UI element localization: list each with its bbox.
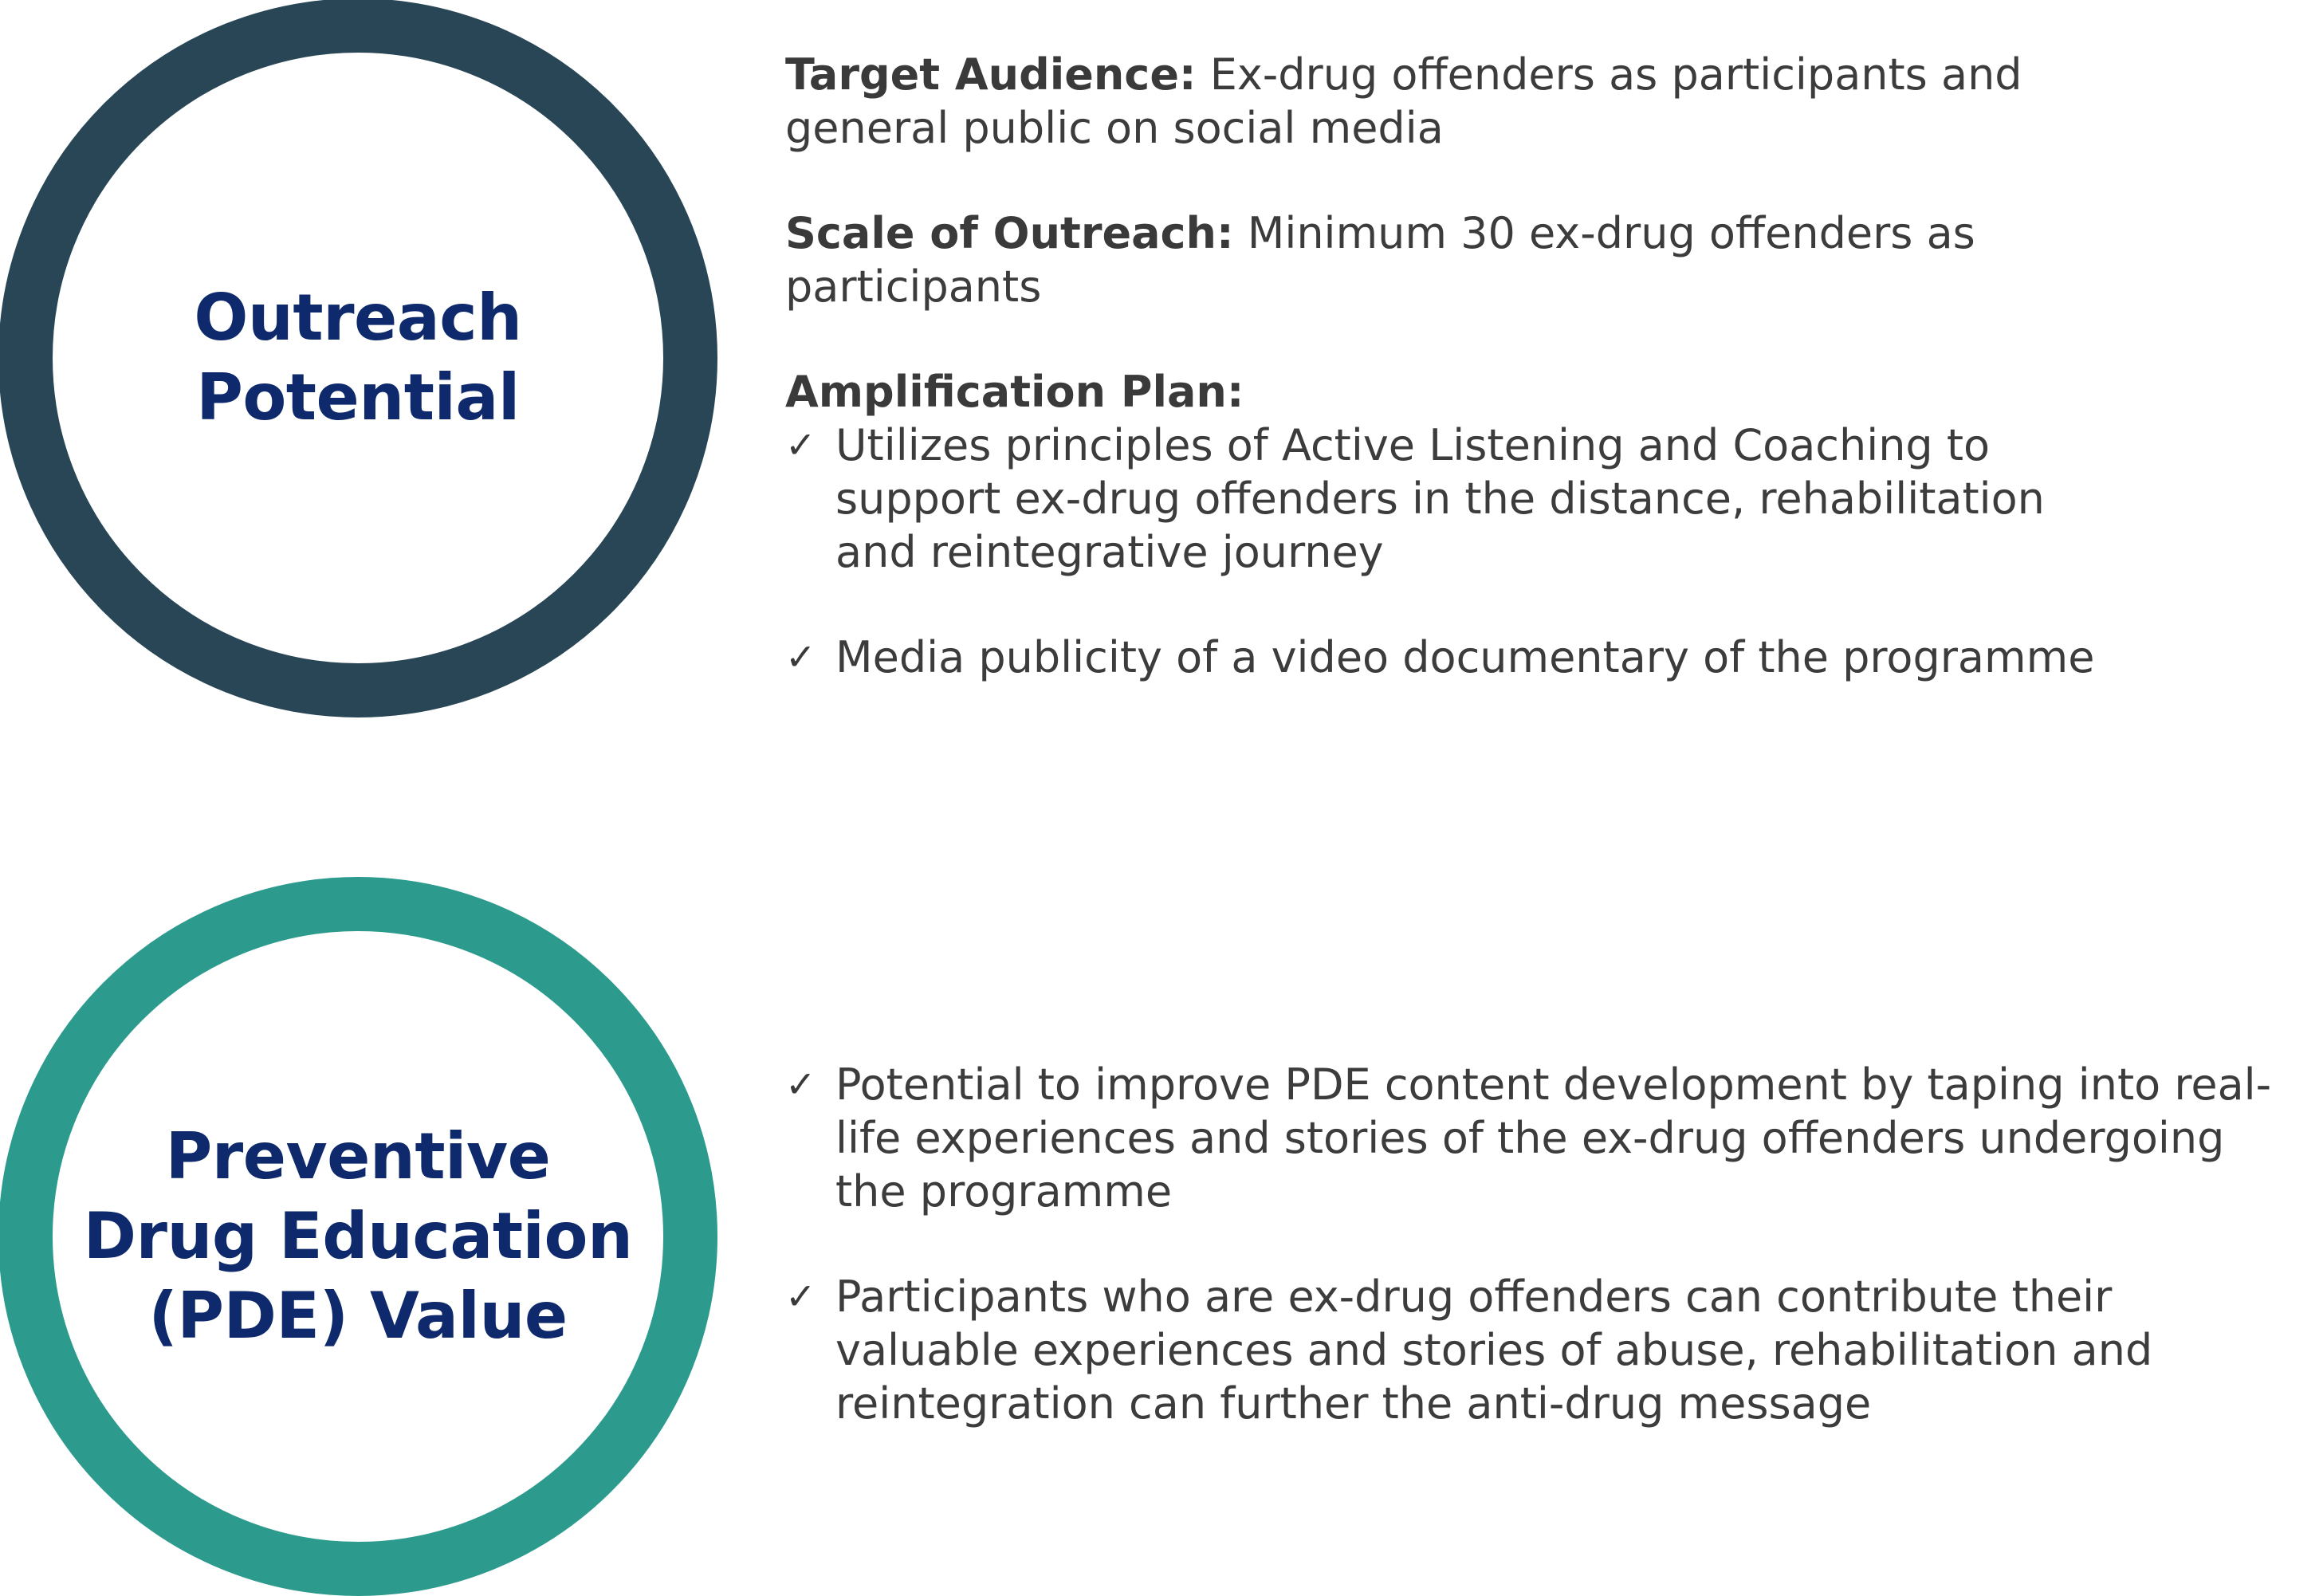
pde-value-circle: Preventive Drug Education (PDE) Value <box>0 877 717 1596</box>
pde-item: ✓ Participants who are ex-drug offenders… <box>785 1272 2153 1429</box>
scale-of-outreach-text-continued: participants <box>785 261 1042 312</box>
target-audience-text: Ex-drug offenders as participants and <box>1196 49 2022 100</box>
check-mark-icon: ✓ <box>785 423 816 466</box>
scale-of-outreach-line: Scale of Outreach: Minimum 30 ex-drug of… <box>785 206 2316 260</box>
check-mark-icon: ✓ <box>785 1275 816 1318</box>
target-audience-line: Target Audience: Ex-drug offenders as pa… <box>785 48 2316 101</box>
outreach-content: Target Audience: Ex-drug offenders as pa… <box>785 48 2316 684</box>
scale-of-outreach-text: Minimum 30 ex-drug offenders as <box>1233 208 1975 258</box>
check-mark-icon: ✓ <box>785 1063 816 1106</box>
target-audience-text-continued: general public on social media <box>785 103 1444 153</box>
outreach-potential-title: Outreach Potential <box>194 281 522 434</box>
amplification-item: ✓ Utilizes principles of Active Listenin… <box>785 420 2045 577</box>
amplification-plan-label: Amplification Plan: <box>785 367 1244 417</box>
amplification-item: ✓ Media publicity of a video documentary… <box>785 632 2095 682</box>
outreach-potential-circle: Outreach Potential <box>0 0 717 717</box>
pde-item: ✓ Potential to improve PDE content devel… <box>785 1059 2272 1217</box>
pde-value-title: Preventive Drug Education (PDE) Value <box>83 1119 633 1353</box>
target-audience-label: Target Audience: <box>785 49 1197 100</box>
check-mark-icon: ✓ <box>785 635 816 678</box>
scale-of-outreach-label: Scale of Outreach: <box>785 208 1234 258</box>
pde-content: ✓ Potential to improve PDE content devel… <box>785 1058 2316 1430</box>
